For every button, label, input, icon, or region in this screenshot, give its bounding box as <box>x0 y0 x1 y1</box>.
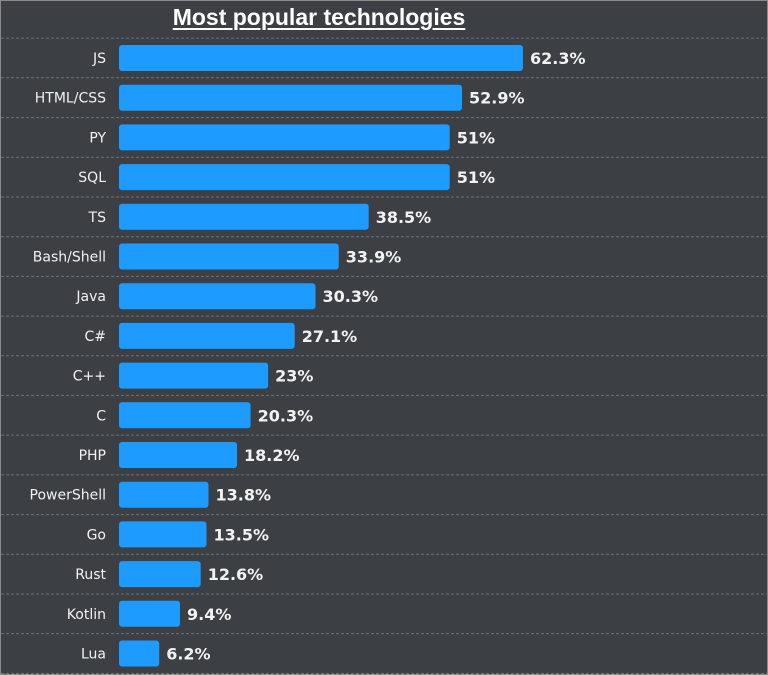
data-label: 33.9% <box>346 248 402 267</box>
category-label: JS <box>92 51 106 67</box>
bar-py <box>119 124 450 151</box>
bar-go <box>119 521 207 548</box>
bar-ts <box>119 203 369 230</box>
bar-html-css <box>119 84 462 111</box>
category-label: PY <box>89 130 106 146</box>
data-label: 27.1% <box>302 327 358 346</box>
category-label: PHP <box>79 448 106 464</box>
data-label: 52.9% <box>469 89 525 108</box>
data-label: 18.2% <box>244 446 300 465</box>
bar-sql <box>119 164 450 191</box>
data-label: 20.3% <box>258 406 314 425</box>
bar-bash-shell <box>119 243 339 270</box>
category-label: Bash/Shell <box>33 250 106 266</box>
data-label: 62.3% <box>530 49 586 68</box>
bar-c- <box>119 322 295 349</box>
chart-title: Most popular technologies <box>172 4 466 30</box>
category-label: Go <box>87 527 106 543</box>
bar-rust <box>119 561 201 588</box>
data-label: 12.6% <box>208 565 264 584</box>
data-label: 13.5% <box>214 525 270 544</box>
category-label: Java <box>75 289 106 305</box>
category-label: SQL <box>78 170 106 186</box>
data-label: 30.3% <box>323 287 379 306</box>
category-label: Kotlin <box>67 607 106 623</box>
data-label: 9.4% <box>187 605 231 624</box>
bar-php <box>119 442 237 468</box>
data-label: 6.2% <box>166 645 210 664</box>
data-label: 51% <box>457 168 495 187</box>
bar-lua <box>119 640 160 667</box>
bar-c- <box>119 362 269 389</box>
bar-powershell <box>119 481 209 508</box>
category-label: PowerShell <box>30 488 106 504</box>
bar-java <box>119 283 316 310</box>
data-label: 13.8% <box>216 486 272 505</box>
category-label: C# <box>84 329 106 345</box>
category-label: TS <box>88 210 107 226</box>
bar-kotlin <box>119 600 180 627</box>
bar-c <box>119 402 251 429</box>
data-label: 51% <box>457 128 495 147</box>
category-label: C++ <box>73 369 106 385</box>
category-label: C <box>96 408 106 424</box>
category-label: Rust <box>75 567 106 583</box>
bar-js <box>119 45 523 71</box>
category-label: Lua <box>81 647 106 663</box>
data-label: 38.5% <box>376 208 432 227</box>
category-label: HTML/CSS <box>35 91 106 107</box>
data-label: 23% <box>275 367 313 386</box>
